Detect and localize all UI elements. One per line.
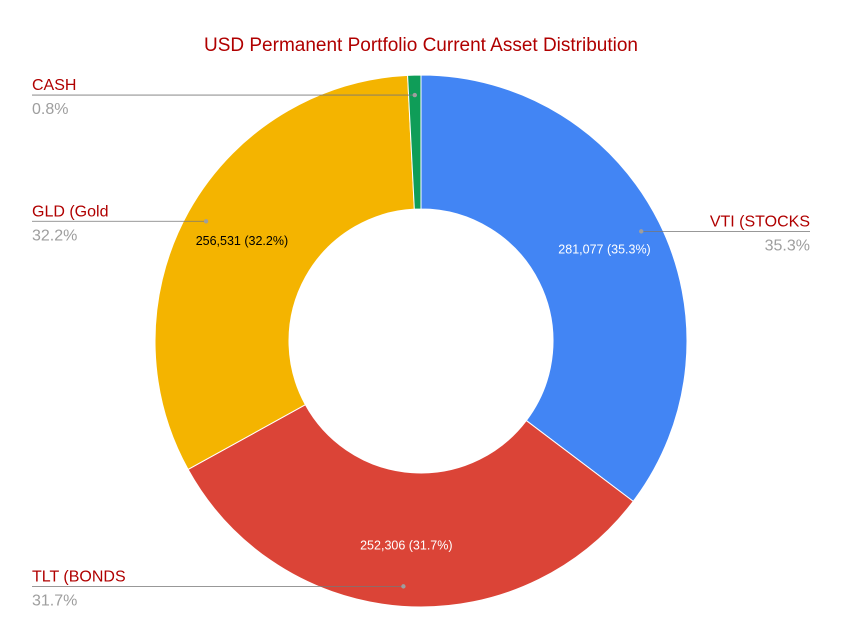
slice-vti-stocks: [420, 74, 688, 503]
slice-gld-gold: [154, 74, 415, 471]
data-labels-group: 281,077 (35.3%) 252,306 (31.7%) 256,531 (3…: [196, 234, 651, 552]
callout-percent-gld-gold: 32.2%: [32, 227, 77, 244]
callout-label-tlt-bonds: TLT (BONDS: [32, 568, 126, 585]
callout-label-gld-gold: GLD (Gold: [32, 203, 108, 220]
callout-dot-gld-gold: [203, 219, 209, 224]
callouts-group: VTI (STOCKS 35.3% TLT (BONDS 31.7% GLD (Gold…: [32, 77, 810, 609]
slices-group: [154, 74, 688, 608]
data-label-vti-stocks: 281,077 (35.3%): [558, 243, 650, 257]
callout-label-cash: CASH: [32, 77, 76, 94]
data-label-tlt-bonds: 252,306 (31.7%): [360, 538, 452, 552]
callout-percent-vti-stocks: 35.3%: [765, 237, 810, 254]
slice-tlt-bonds: [187, 404, 634, 608]
callout-dot-vti-stocks: [639, 229, 644, 234]
slice-cash: [407, 74, 422, 210]
data-label-gld-gold: 256,531 (32.2%): [196, 234, 288, 248]
callout-percent-cash: 0.8%: [32, 101, 68, 118]
chart-title: USD Permanent Portfolio Current Asset Di…: [204, 35, 638, 56]
callout-percent-tlt-bonds: 31.7%: [32, 592, 77, 609]
callout-dot-tlt-bonds: [401, 584, 406, 589]
callout-dot-cash: [412, 92, 417, 98]
callout-label-vti-stocks: VTI (STOCKS: [710, 213, 810, 230]
